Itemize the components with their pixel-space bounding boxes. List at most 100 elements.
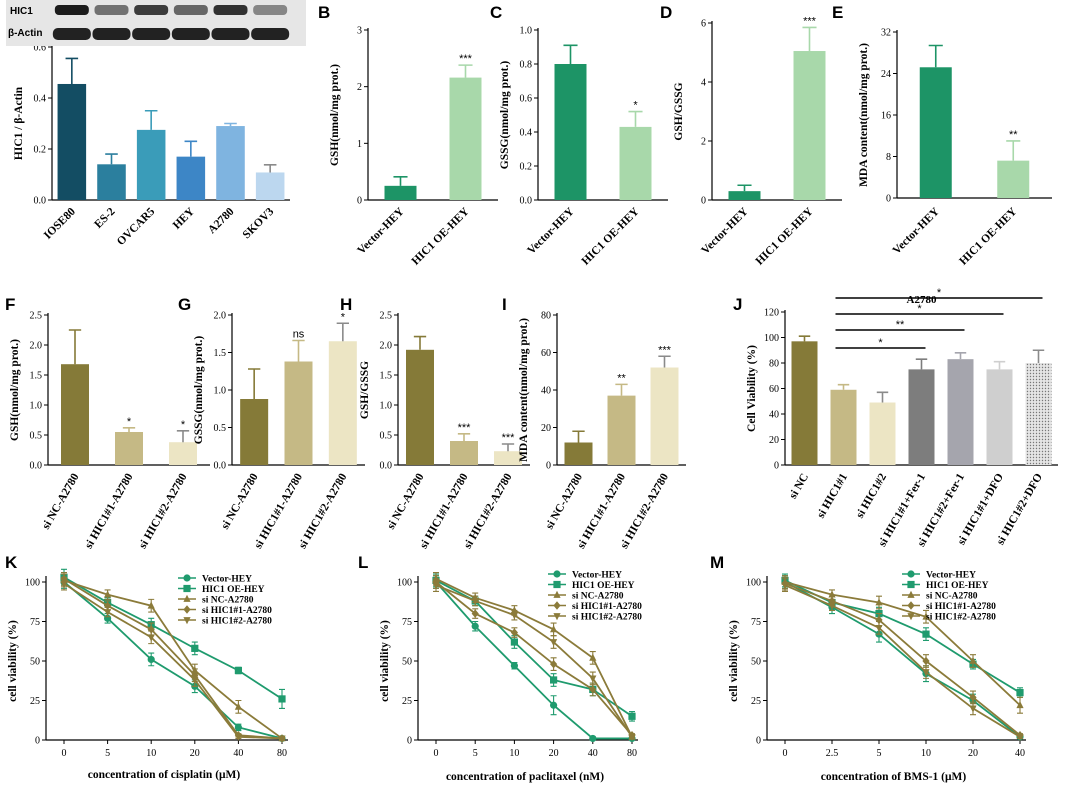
significance-label: *** <box>459 53 473 65</box>
x-tick-label: 0 <box>783 748 788 759</box>
data-point <box>969 705 977 713</box>
y-tick-label: 2 <box>357 82 362 93</box>
y-tick-label: 16 <box>881 111 891 122</box>
panel-M: M 0 25 50 75 100 0 2.5 5 10 20 40 cell viability (%)… <box>710 553 1026 783</box>
y-tick-label: 1.5 <box>214 348 227 359</box>
data-point <box>1016 689 1024 697</box>
data-point <box>234 733 242 742</box>
legend-marker <box>183 594 191 602</box>
data-point <box>104 601 112 610</box>
data-point <box>550 639 558 647</box>
legend-label: Vector-HEY <box>202 575 252 585</box>
data-point <box>510 606 518 614</box>
bar-1 <box>97 164 126 200</box>
blot-band-actin <box>211 28 250 40</box>
error-bar-0 <box>393 175 408 186</box>
category-label: si NC-A2780 <box>385 471 427 531</box>
panel-G: G 0.0 0.5 1.0 1.5 2.0 GSSG(nmol/mg prot.) si NC… <box>178 295 365 551</box>
bar-5 <box>986 369 1013 465</box>
bar-1 <box>449 77 482 200</box>
x-tick-label: 10 <box>921 748 931 759</box>
series-line <box>784 582 1021 736</box>
y-tick-label: 1.5 <box>380 371 393 382</box>
error-bar-2 <box>144 109 158 130</box>
blot-band-hic1 <box>213 5 248 15</box>
x-axis-label: concentration of paclitaxel (nM) <box>446 771 604 783</box>
data-point <box>628 733 636 742</box>
error-bar-1 <box>628 110 643 127</box>
y-tick-label: 2.5 <box>30 311 43 322</box>
legend-marker <box>183 584 191 593</box>
data-point <box>589 734 597 743</box>
error-bar-4 <box>224 122 237 127</box>
y-tick-label: 0 <box>35 736 40 747</box>
error-bar-2 <box>658 355 671 368</box>
error-bar-0 <box>928 44 943 68</box>
bar-2 <box>328 341 357 465</box>
x-tick-label: 10 <box>146 748 156 759</box>
panel-label: M <box>710 553 724 572</box>
data-point <box>147 634 155 642</box>
data-point <box>550 659 558 669</box>
bar-1 <box>607 395 636 465</box>
blot-band-hic1 <box>173 5 208 15</box>
y-axis-label: GSSG(nmol/mg prot.) <box>499 61 511 170</box>
error-bar-3 <box>184 140 198 157</box>
category-label: si NC-A2780 <box>219 471 261 531</box>
legend-label: si HIC1#2-A2780 <box>572 613 642 623</box>
panel-B: B 0 1 2 3 GSH(nmol/mg prot.) Vector-HEY *** HIC1… <box>318 3 498 268</box>
data-point <box>234 702 242 710</box>
y-tick-label: 0.0 <box>214 461 227 472</box>
y-tick-label: 1.0 <box>380 401 393 412</box>
panel-label: B <box>318 3 330 22</box>
blot-band-actin <box>171 28 210 40</box>
panel-K: K 0 25 50 75 100 0 5 10 20 40 80 cell viability (%) c… <box>5 553 288 781</box>
legend-marker <box>183 574 191 582</box>
y-axis-label: cell viability (%) <box>379 620 391 702</box>
y-tick-label: 4 <box>701 78 706 89</box>
category-label: si HIC1#1-A2780 <box>575 471 628 551</box>
data-point <box>1016 733 1024 742</box>
bar-1 <box>830 389 857 465</box>
data-point <box>510 638 518 646</box>
error-bar-0 <box>798 335 811 342</box>
y-tick-label: 0.4 <box>34 94 47 105</box>
panel-label: J <box>733 295 742 314</box>
significance-label: *** <box>502 432 516 444</box>
legend-marker <box>553 570 561 578</box>
y-tick-label: 80 <box>769 359 779 370</box>
y-tick-label: 100 <box>764 333 779 344</box>
y-tick-label: 1.0 <box>214 386 227 397</box>
blot-band-actin <box>92 28 131 40</box>
legend-label: si HIC1#2-A2780 <box>202 617 272 627</box>
panel-label: H <box>340 295 352 314</box>
y-tick-label: 3 <box>357 26 362 37</box>
bar-1 <box>793 51 826 201</box>
series-line <box>435 584 633 738</box>
panel-I: I 0 20 40 60 80 MDA content(nmol/mg prot.) si N… <box>502 295 686 551</box>
y-tick-label: 2.5 <box>380 311 393 322</box>
series-0 <box>60 575 286 743</box>
legend-label: si HIC1#1-A2780 <box>926 602 996 612</box>
y-axis-label: cell viability (%) <box>728 620 740 702</box>
y-tick-label: 0.5 <box>30 431 43 442</box>
category-label: si NC <box>787 472 811 502</box>
x-tick-label: 0 <box>434 748 439 759</box>
data-point <box>875 615 883 625</box>
y-tick-label: 1 <box>357 139 362 150</box>
significance-label: * <box>341 311 346 323</box>
bar-2 <box>494 451 522 465</box>
blot-band-actin <box>52 28 91 40</box>
category-label: OVCAR5 <box>115 205 158 248</box>
y-tick-label: 24 <box>881 69 891 80</box>
legend-label: HIC1 OE-HEY <box>926 581 989 591</box>
series-line <box>63 578 283 740</box>
category-label: si HIC1#2-A2780 <box>297 471 350 551</box>
error-bar-0 <box>737 184 752 192</box>
bracket-label: * <box>878 337 883 349</box>
blot-band-hic1 <box>54 5 89 15</box>
data-point <box>191 677 199 685</box>
